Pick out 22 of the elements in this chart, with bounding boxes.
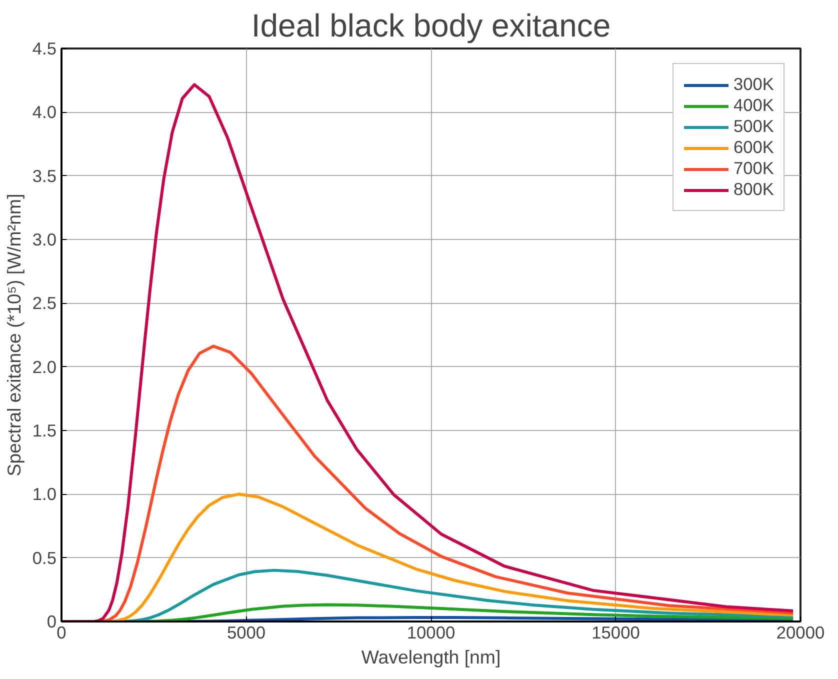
- x-tick-label: 5000: [226, 622, 266, 642]
- y-tick-label: 1.5: [32, 420, 57, 440]
- x-tick-label: 20000: [776, 622, 825, 642]
- legend-label: 300K: [734, 74, 774, 95]
- x-tick-label: 10000: [406, 622, 456, 642]
- y-tick-label: 2.5: [32, 293, 57, 314]
- x-tick-label: 15000: [592, 622, 640, 642]
- legend-label: 800K: [734, 179, 774, 200]
- y-tick-label: 1.0: [32, 484, 57, 504]
- x-axis-title: Wavelength [nm]: [361, 646, 501, 668]
- y-tick-label: 4.0: [32, 102, 57, 122]
- y-tick-label: 2.0: [32, 356, 57, 377]
- chart-title: Ideal black body exitance: [251, 8, 611, 44]
- legend-label: 500K: [734, 116, 774, 137]
- legend-label: 400K: [734, 95, 774, 116]
- legend-label: 600K: [734, 137, 774, 158]
- y-tick-label: 0.5: [32, 548, 57, 568]
- y-tick-label: 3.5: [32, 166, 57, 186]
- y-tick-label: 3.0: [32, 230, 57, 250]
- legend-label: 700K: [734, 158, 774, 179]
- y-tick-label: 4.5: [32, 38, 57, 58]
- y-axis-title: Spectral exitance (*10⁵) [W/m²nm]: [3, 194, 24, 476]
